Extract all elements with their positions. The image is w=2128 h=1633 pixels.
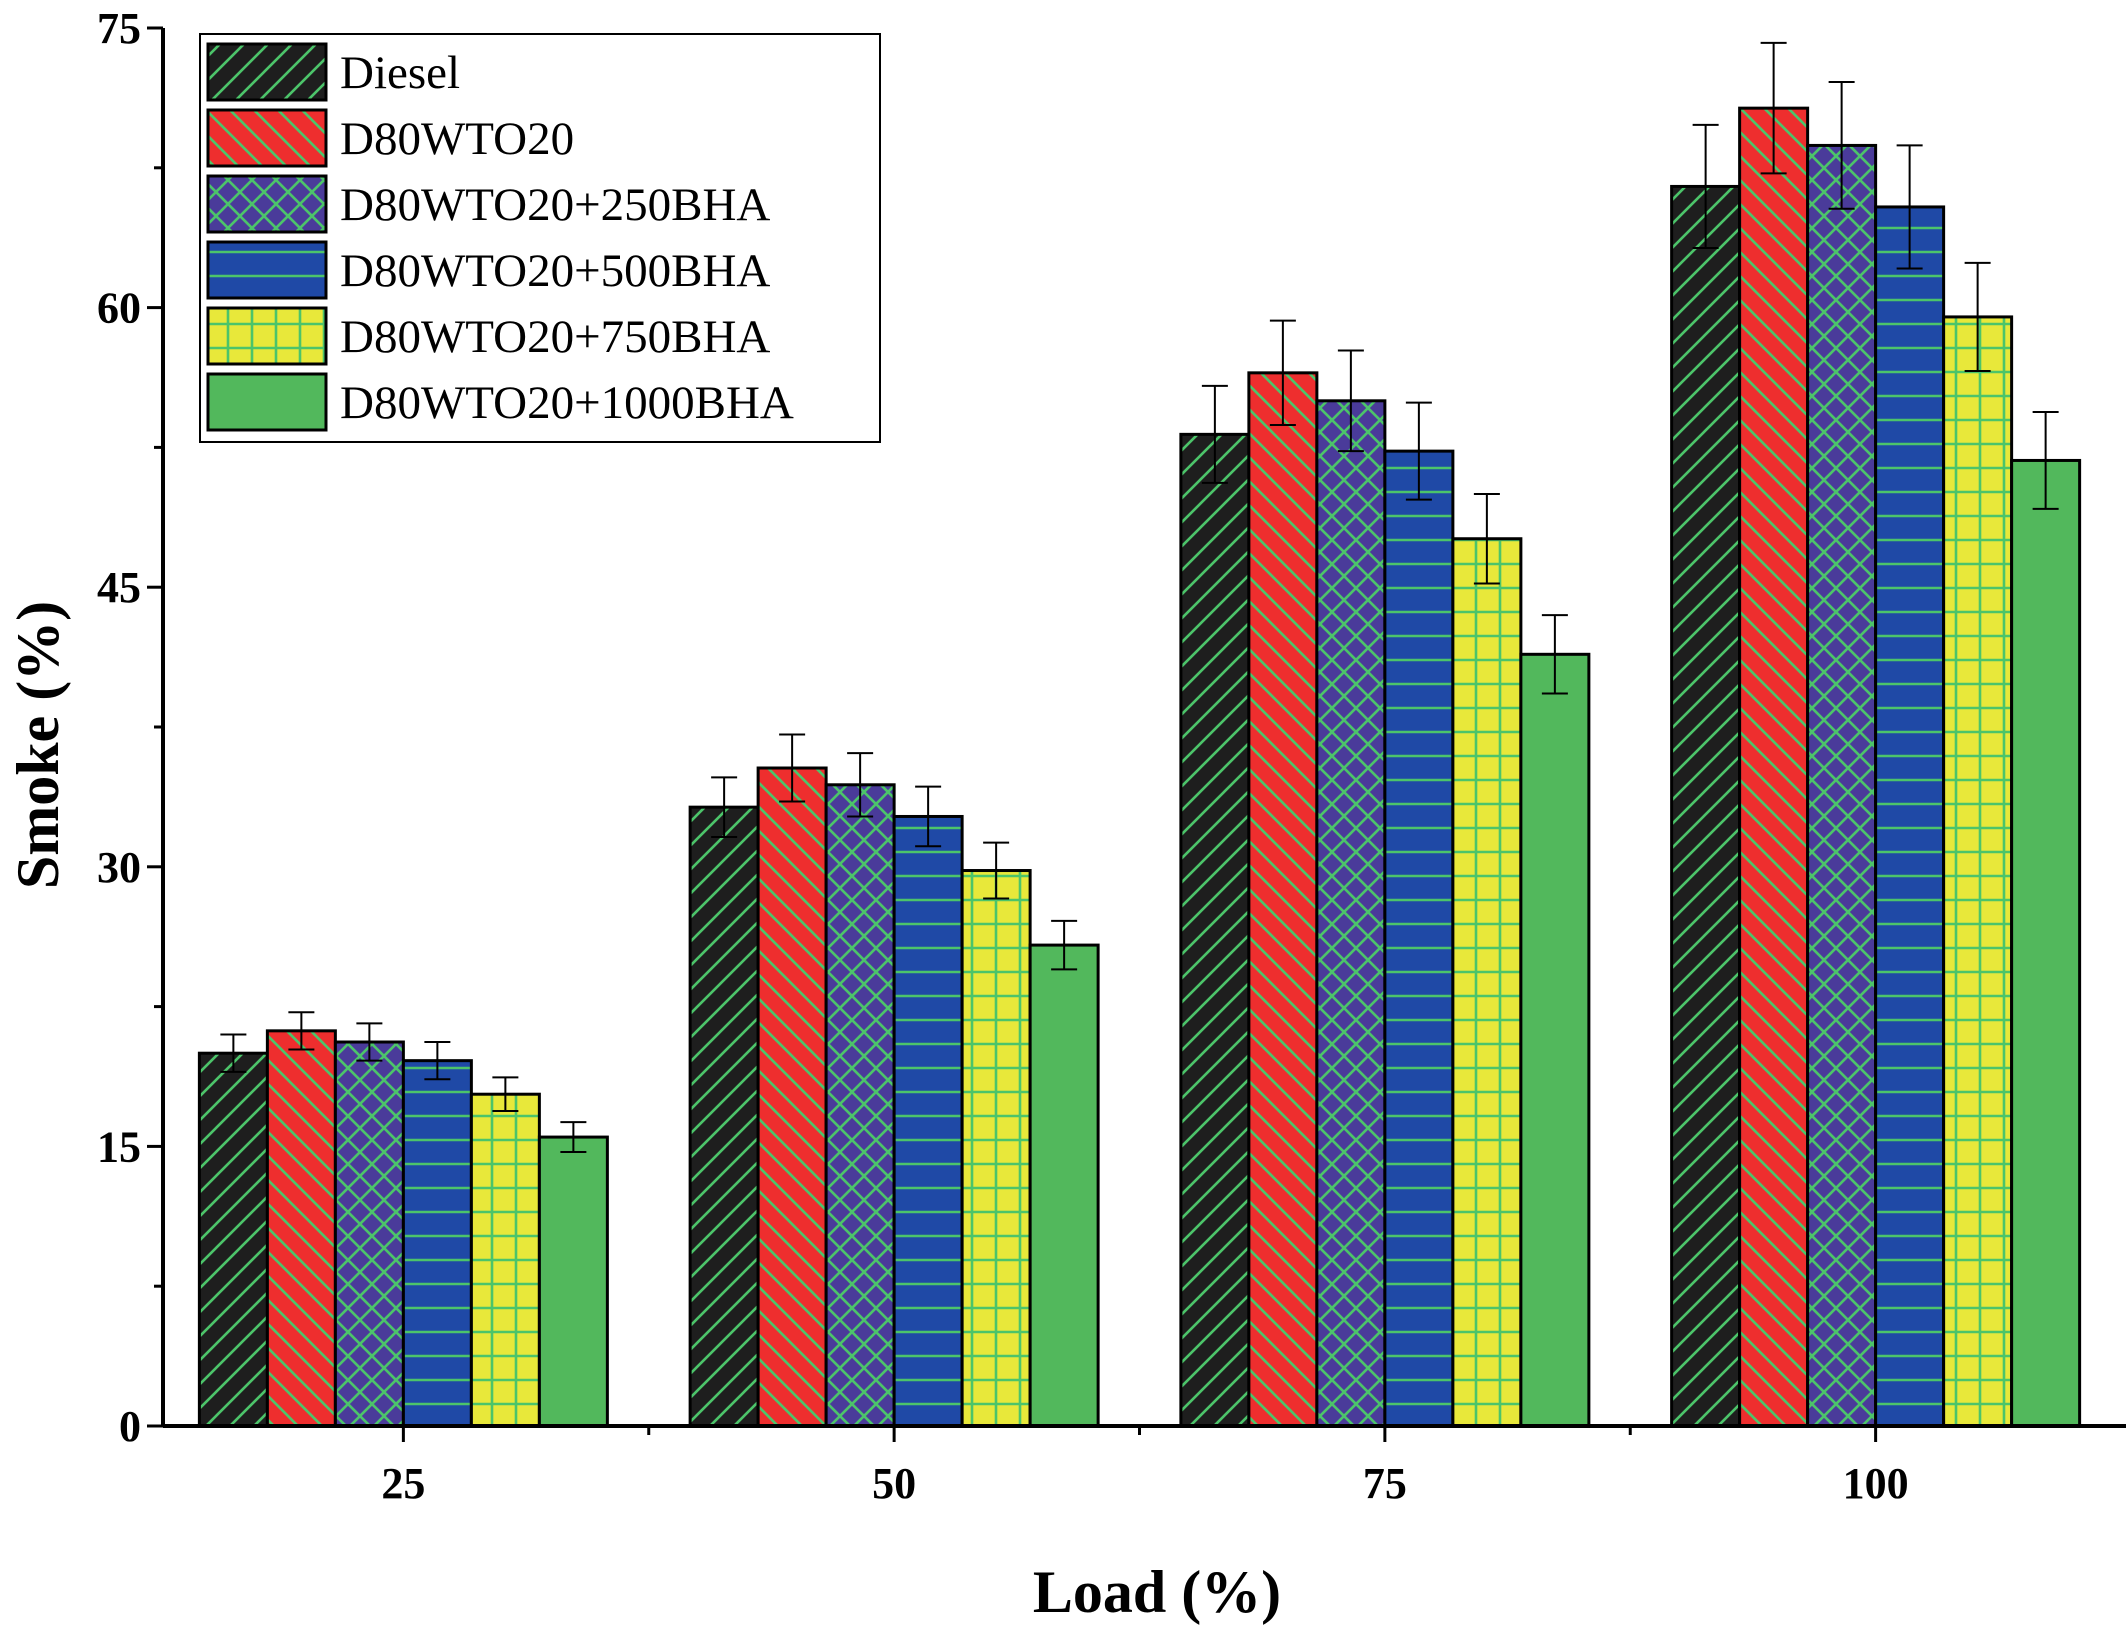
x-axis-title: Load (%) [1033, 1559, 1281, 1625]
bar-d80wto20-750bha-25 [469, 1092, 541, 1428]
bar-d80wto20-1000bha-75 [1519, 652, 1591, 1428]
legend-swatch [206, 372, 328, 432]
error-bar [1201, 384, 1228, 484]
error-bar [1541, 614, 1568, 695]
error-bars-layer [220, 41, 2059, 1153]
error-bar [1896, 144, 1923, 270]
error-bar [1964, 261, 1991, 372]
legend-label: D80WTO20+1000BHA [340, 377, 794, 429]
legend-swatch [206, 42, 328, 102]
bar-d80wto20-750bha-100 [1942, 315, 2014, 1428]
bar-d80wto20-750bha-75 [1451, 537, 1523, 1428]
legend-swatch [206, 306, 328, 366]
y-tick-label: 30 [97, 843, 141, 892]
bar-d80wto20-25 [265, 1029, 337, 1428]
bars-layer [197, 106, 2082, 1428]
legend-label: D80WTO20+500BHA [340, 245, 770, 297]
error-bar [1337, 349, 1364, 453]
bar-d80wto20-250bha-75 [1315, 399, 1387, 1428]
error-bar [1473, 493, 1500, 585]
bar-diesel-100 [1670, 184, 1742, 1428]
error-bar [424, 1041, 451, 1081]
bar-diesel-75 [1179, 432, 1251, 1428]
legend-label: D80WTO20 [340, 113, 574, 165]
error-bar [560, 1121, 587, 1153]
error-bar [1051, 919, 1078, 971]
bar-diesel-50 [688, 805, 760, 1428]
bar-d80wto20-500bha-50 [892, 814, 964, 1428]
error-bar [711, 776, 738, 838]
bar-d80wto20-1000bha-25 [537, 1135, 609, 1428]
bar-d80wto20-100 [1738, 106, 1810, 1428]
bar-d80wto20-75 [1247, 371, 1319, 1428]
x-tick-label: 25 [381, 1459, 425, 1508]
error-bar [492, 1076, 519, 1112]
y-tick-label: 45 [97, 563, 141, 612]
error-bar [915, 785, 942, 848]
error-bar [779, 733, 806, 803]
y-tick-label: 15 [97, 1122, 141, 1171]
bar-d80wto20-250bha-25 [333, 1040, 405, 1428]
error-bar [1828, 81, 1855, 210]
error-bar [1405, 401, 1432, 501]
legend-label: D80WTO20+750BHA [340, 311, 770, 363]
y-tick-label: 60 [97, 284, 141, 333]
error-bar [2032, 410, 2059, 510]
legend: Diesel D80WTO20 D80WTO20+250BHA D80WTO20+50… [199, 33, 881, 443]
bar-d80wto20-1000bha-100 [2010, 458, 2082, 1428]
y-tick-label: 75 [97, 4, 141, 53]
error-bar [847, 752, 874, 818]
bar-d80wto20-750bha-50 [960, 869, 1032, 1428]
error-bar [983, 841, 1010, 900]
bar-d80wto20-250bha-50 [824, 783, 896, 1428]
bar-d80wto20-50 [756, 766, 828, 1428]
bar-d80wto20-500bha-75 [1383, 449, 1455, 1428]
bar-diesel-25 [197, 1051, 269, 1428]
error-bar [288, 1011, 315, 1051]
ticks: 0 15 30 45 60 75 25 50 75 100 [97, 4, 1909, 1508]
legend-label: Diesel [340, 47, 460, 99]
legend-swatch [206, 174, 328, 234]
error-bar [220, 1033, 247, 1073]
error-bar [1760, 41, 1787, 175]
legend-swatch [206, 108, 328, 168]
legend-swatch [206, 240, 328, 300]
legend-label: D80WTO20+250BHA [340, 179, 770, 231]
x-tick-label: 75 [1363, 1459, 1407, 1508]
error-bar [356, 1022, 383, 1062]
bar-d80wto20-250bha-100 [1806, 143, 1878, 1428]
x-tick-label: 50 [872, 1459, 916, 1508]
error-bar [1692, 123, 1719, 249]
y-axis-title: Smoke (%) [5, 601, 71, 889]
y-tick-label: 0 [119, 1402, 141, 1451]
error-bar [1269, 319, 1296, 427]
bar-d80wto20-500bha-25 [401, 1059, 473, 1428]
bar-d80wto20-500bha-100 [1874, 205, 1946, 1428]
x-tick-label: 100 [1843, 1459, 1909, 1508]
bar-d80wto20-1000bha-50 [1028, 943, 1100, 1428]
